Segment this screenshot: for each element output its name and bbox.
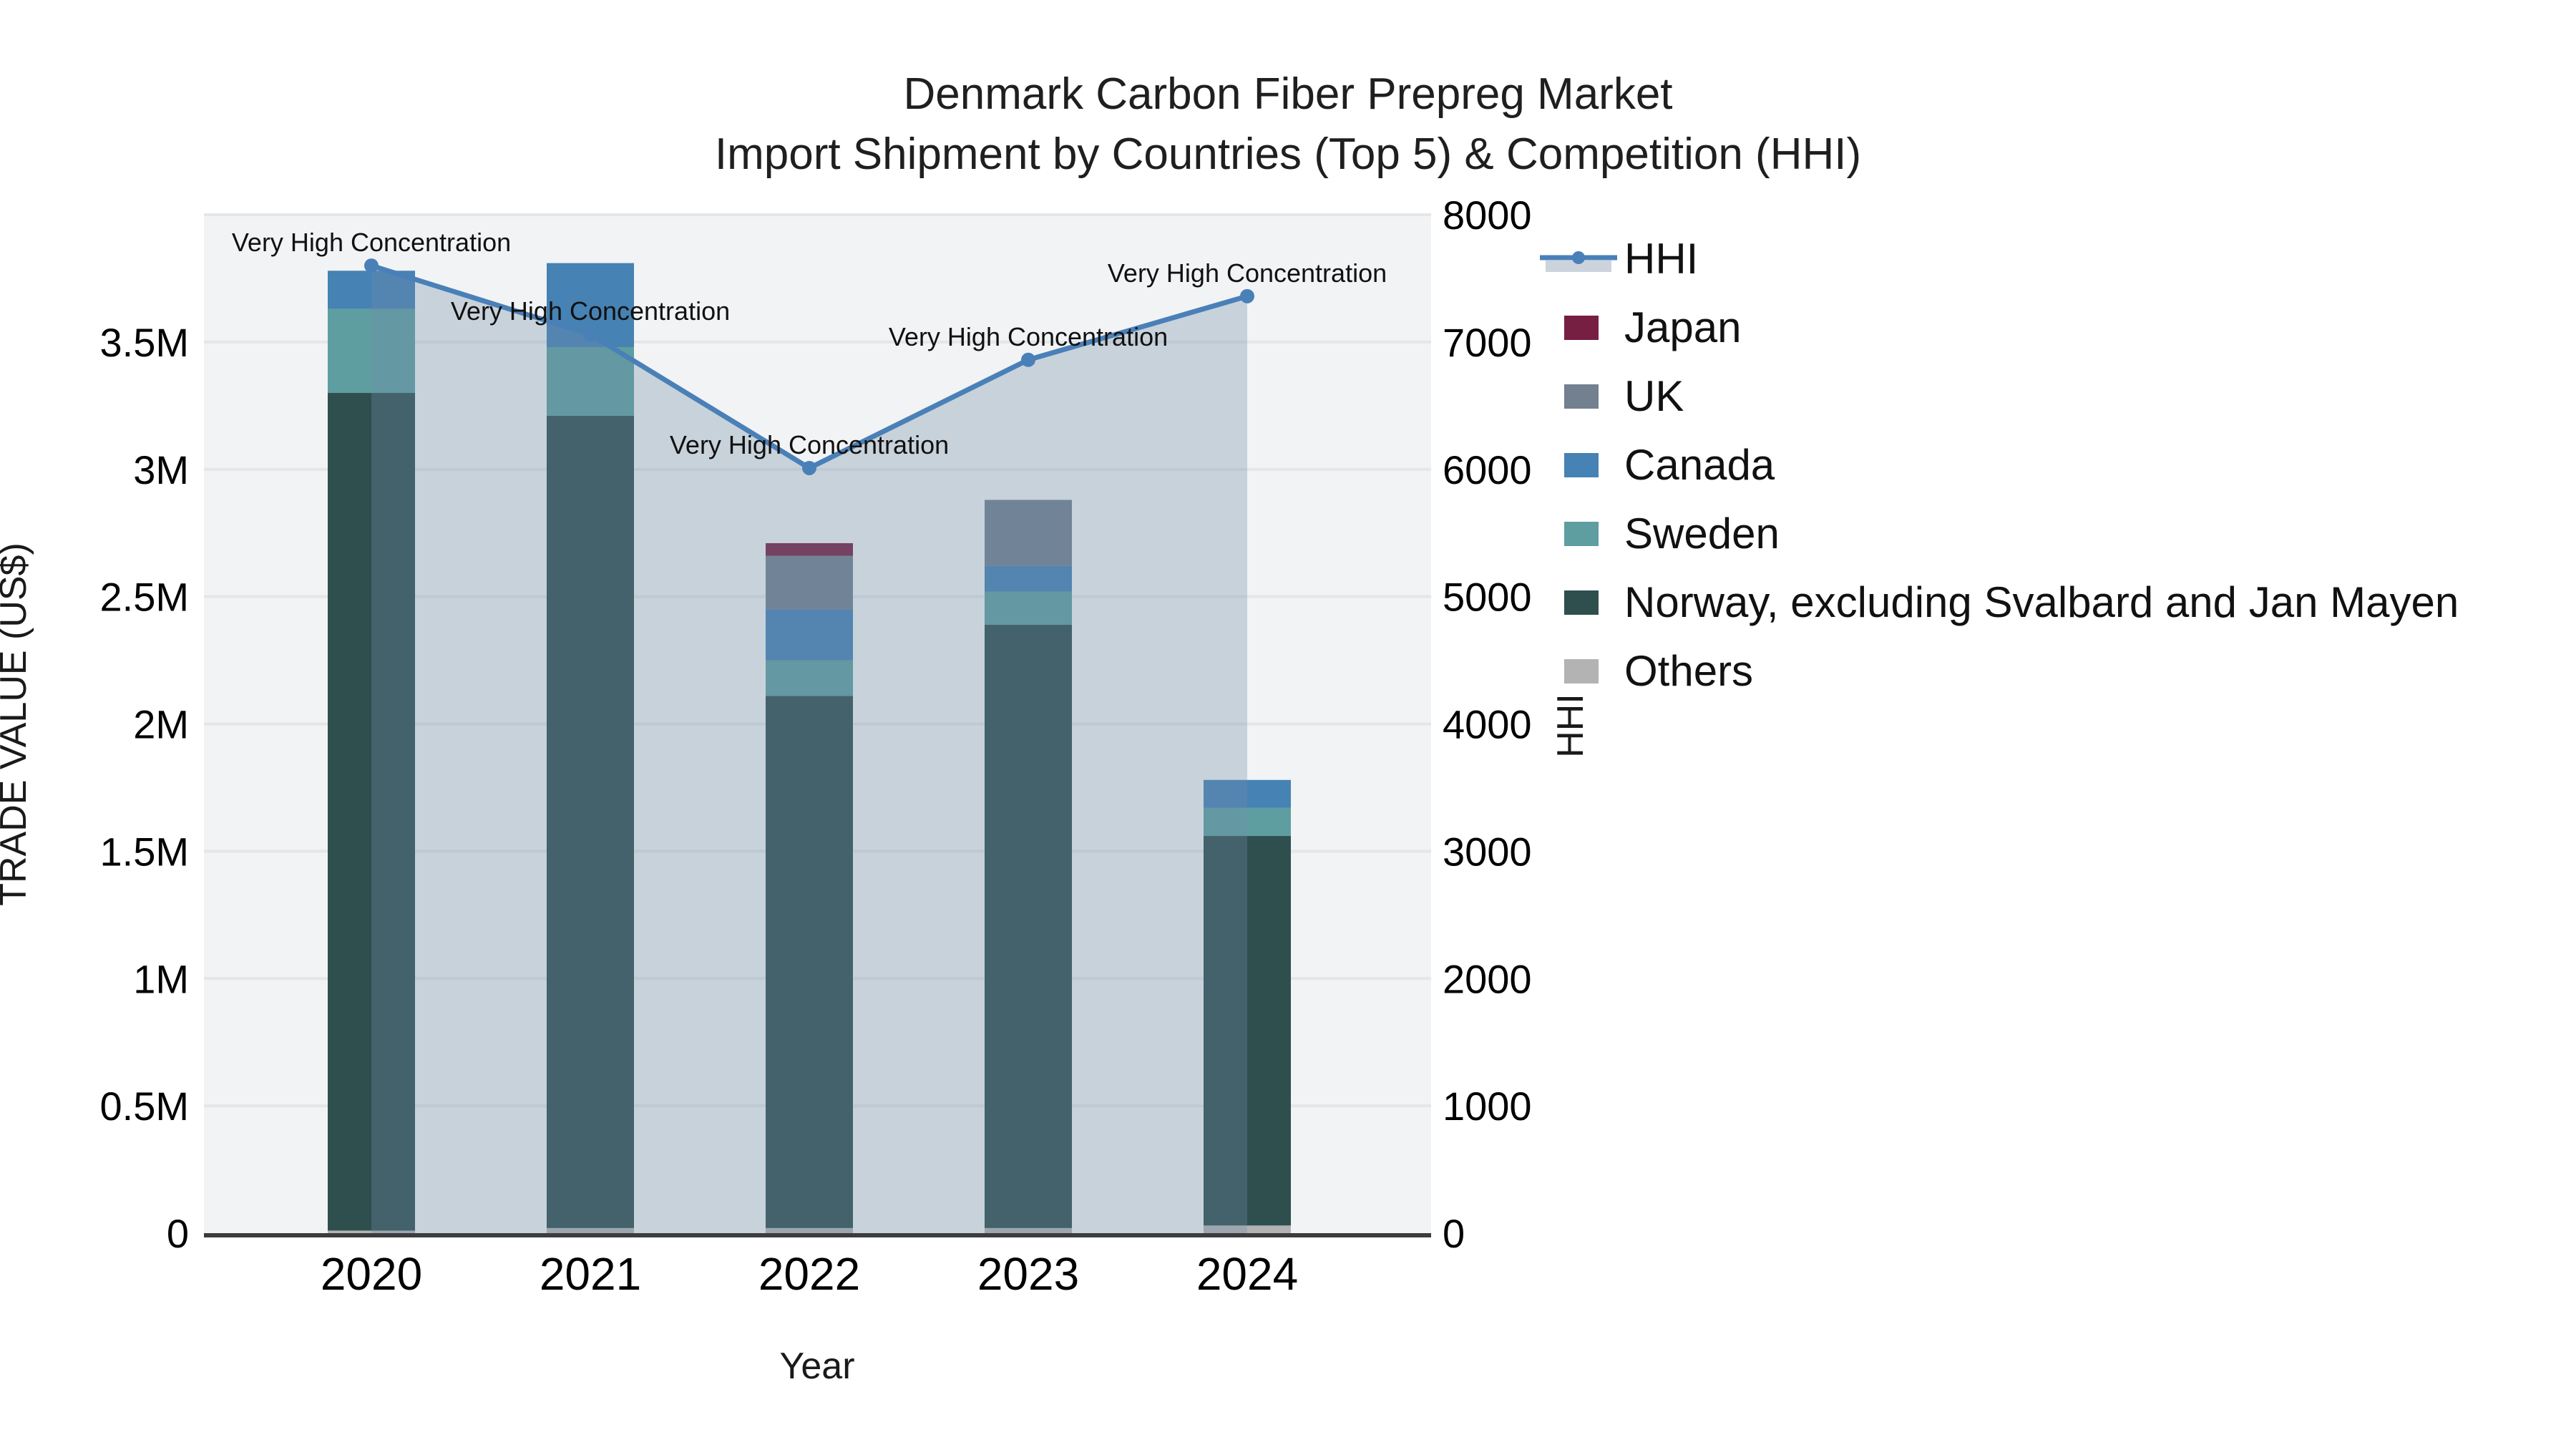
y-axis-title-right: HHI <box>1550 694 1591 758</box>
legend-item-canada[interactable]: Canada <box>1564 441 1775 489</box>
y-right-tick-1000: 1000 <box>1443 1084 1532 1129</box>
bar-2020-norway[interactable] <box>328 393 415 1231</box>
legend-label: Others <box>1624 647 1753 695</box>
annotation-2020: Very High Concentration <box>232 228 511 257</box>
bar-2023-others[interactable] <box>985 1227 1072 1233</box>
y-right-tick-0: 0 <box>1443 1211 1465 1256</box>
legend-item-uk[interactable]: UK <box>1564 372 1684 420</box>
bar-2022-sweden[interactable] <box>766 660 853 696</box>
bar-2023-norway[interactable] <box>985 624 1072 1228</box>
legend-label: Sweden <box>1624 510 1780 558</box>
bar-2021-others[interactable] <box>547 1227 634 1233</box>
y-left-tick-0.5M: 0.5M <box>100 1084 190 1129</box>
bar-2022-japan[interactable] <box>766 542 853 556</box>
chart-title-line2: Import Shipment by Countries (Top 5) & C… <box>715 130 1861 179</box>
bar-2021-sweden[interactable] <box>547 346 634 417</box>
bar-2023-uk[interactable] <box>985 500 1072 566</box>
legend-item-sweden[interactable]: Sweden <box>1564 510 1780 558</box>
hhi-area-fill <box>371 266 1247 1233</box>
hhi-marker-2021[interactable] <box>583 327 597 342</box>
bar-2020-sweden[interactable] <box>328 308 415 394</box>
legend-item-japan[interactable]: Japan <box>1564 303 1741 351</box>
x-tick-2022: 2022 <box>758 1248 860 1300</box>
annotation-2022: Very High Concentration <box>670 430 949 459</box>
y-left-tick-1M: 1M <box>133 956 189 1001</box>
bar-2022-others[interactable] <box>766 1227 853 1233</box>
bar-2022-canada[interactable] <box>766 609 853 661</box>
legend-swatch <box>1564 522 1599 546</box>
y-left-tick-3.5M: 3.5M <box>100 320 190 365</box>
y-left-tick-0: 0 <box>167 1211 189 1256</box>
chart-title-line1: Denmark Carbon Fiber Prepreg Market <box>903 69 1672 119</box>
x-tick-2024: 2024 <box>1196 1248 1298 1300</box>
y-left-tick-2M: 2M <box>133 702 189 747</box>
legend-swatch <box>1564 590 1599 615</box>
legend-item-others[interactable]: Others <box>1564 647 1753 695</box>
bar-2024-others[interactable] <box>1204 1225 1291 1233</box>
bar-2024-canada[interactable] <box>1204 779 1291 808</box>
legend-label: UK <box>1624 372 1684 420</box>
y-right-tick-2000: 2000 <box>1443 956 1532 1001</box>
legend-label: Norway, excluding Svalbard and Jan Mayen <box>1624 578 2459 626</box>
annotation-2024: Very High Concentration <box>1108 258 1387 288</box>
legend-label: Japan <box>1624 303 1741 351</box>
hhi-marker-2020[interactable] <box>364 258 379 273</box>
hhi-marker-2024[interactable] <box>1240 288 1254 303</box>
y-right-tick-7000: 7000 <box>1443 320 1532 365</box>
bar-2023-canada[interactable] <box>985 565 1072 592</box>
bar-2024-sweden[interactable] <box>1204 807 1291 837</box>
y-left-tick-1.5M: 1.5M <box>100 829 190 874</box>
hhi-marker-2022[interactable] <box>802 460 816 475</box>
bar-2024-norway[interactable] <box>1204 836 1291 1226</box>
legend-hhi-band <box>1546 261 1611 272</box>
x-tick-2023: 2023 <box>977 1248 1079 1300</box>
legend-item-hhi[interactable]: HHI <box>1540 235 1698 283</box>
y-right-tick-6000: 6000 <box>1443 447 1532 492</box>
x-tick-2021: 2021 <box>540 1248 641 1300</box>
y-right-tick-5000: 5000 <box>1443 575 1532 620</box>
y-right-tick-8000: 8000 <box>1443 193 1532 238</box>
x-axis-title: Year <box>779 1346 854 1387</box>
legend-label: Canada <box>1624 441 1775 489</box>
legend-swatch <box>1564 659 1599 683</box>
legend-swatch <box>1564 453 1599 477</box>
y-left-tick-2.5M: 2.5M <box>100 575 190 620</box>
bar-2020-others[interactable] <box>328 1230 415 1233</box>
annotation-2023: Very High Concentration <box>889 322 1168 351</box>
bar-2022-uk[interactable] <box>766 555 853 610</box>
hhi-marker-2023[interactable] <box>1021 352 1035 367</box>
y-right-tick-3000: 3000 <box>1443 829 1532 874</box>
y-left-tick-3M: 3M <box>133 447 189 492</box>
legend-item-norway[interactable]: Norway, excluding Svalbard and Jan Mayen <box>1564 578 2459 626</box>
annotation-2021: Very High Concentration <box>451 296 730 326</box>
bar-2023-sweden[interactable] <box>985 591 1072 625</box>
y-axis-title-left: TRADE VALUE (US$) <box>0 542 34 906</box>
bar-2021-norway[interactable] <box>547 416 634 1228</box>
legend-label: HHI <box>1624 235 1698 283</box>
x-tick-2020: 2020 <box>321 1248 422 1300</box>
bar-2022-norway[interactable] <box>766 696 853 1228</box>
legend-hhi-marker <box>1572 251 1585 264</box>
legend-swatch <box>1564 316 1599 340</box>
legend-swatch <box>1564 384 1599 409</box>
y-right-tick-4000: 4000 <box>1443 702 1532 747</box>
